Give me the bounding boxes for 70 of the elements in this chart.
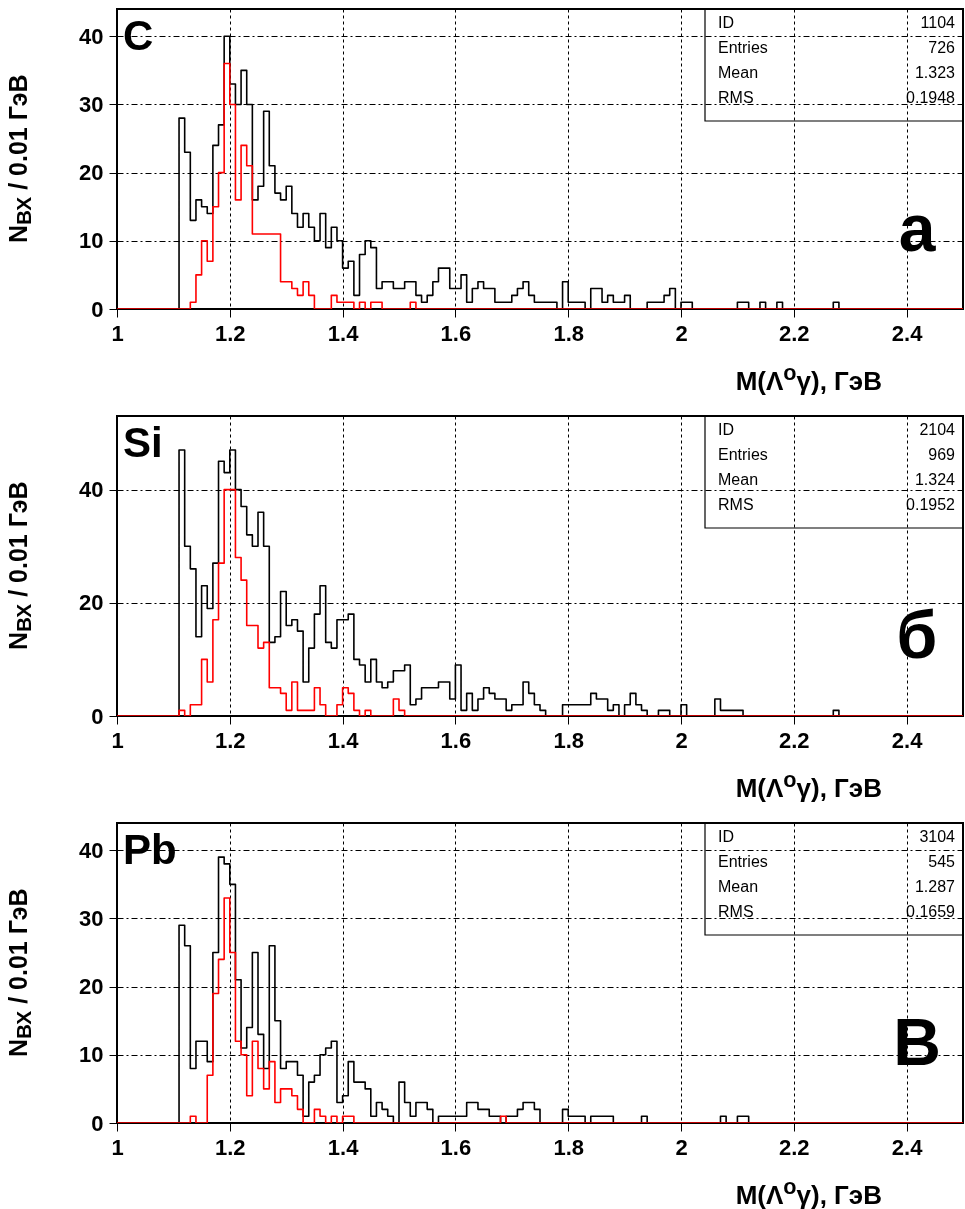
annotation: 3104: [919, 828, 956, 845]
x-axis-title: M(Λ$^{o}$γ), ГэВ: [735, 360, 882, 397]
y-tick-label: 10: [79, 228, 104, 254]
annotation: Mean: [718, 471, 759, 488]
annotation: C: [123, 12, 154, 59]
x-tick-label: 1.8: [553, 1134, 584, 1160]
annotation: 1.324: [914, 471, 956, 488]
annotation: ID: [718, 14, 734, 31]
x-tick-label: 1.2: [215, 1134, 246, 1160]
annotation: 1.287: [914, 878, 956, 895]
annotation: Si: [123, 419, 163, 466]
annotation: RMS: [718, 903, 754, 920]
x-tick-label: 1.2: [215, 727, 246, 753]
annotation: 1104: [920, 14, 956, 31]
x-tick-label: 2.4: [891, 727, 924, 753]
x-tick-label: 2.2: [779, 320, 810, 346]
annotation: 1.323: [914, 64, 956, 81]
annotation: RMS: [718, 89, 754, 106]
annotation: RMS: [718, 496, 754, 513]
annotation: Mean: [718, 878, 759, 895]
annotation: 545: [928, 853, 956, 870]
annotation: 2104: [919, 421, 956, 438]
annotation: Pb: [123, 826, 177, 873]
annotation: а: [898, 191, 937, 265]
y-tick-label: 20: [79, 974, 104, 1000]
y-tick-label: 30: [79, 905, 104, 931]
x-tick-label: 1.6: [440, 727, 472, 753]
annotation: Entries: [718, 39, 768, 56]
annotation: Entries: [718, 853, 768, 870]
annotation: 0.1952: [906, 496, 956, 513]
y-tick-label: 0: [91, 703, 104, 729]
annotation: В: [893, 1005, 941, 1079]
x-axis-title: M(Λ$^{o}$γ), ГэВ: [735, 767, 882, 804]
y-tick-label: 40: [79, 23, 104, 49]
y-tick-label: 40: [79, 477, 104, 503]
x-tick-label: 1: [111, 320, 124, 346]
x-tick-label: 2.4: [891, 320, 924, 346]
annotation: ID: [718, 828, 734, 845]
x-tick-label: 2: [675, 727, 688, 753]
x-tick-label: 1: [111, 1134, 124, 1160]
annotation: 0.1948: [906, 89, 956, 106]
annotation: 726: [928, 39, 956, 56]
y-tick-label: 20: [79, 160, 104, 186]
x-tick-label: 1.8: [553, 727, 584, 753]
annotation: Entries: [718, 446, 768, 463]
y-tick-label: 0: [91, 1110, 104, 1136]
annotation: Mean: [718, 64, 759, 81]
y-tick-label: 0: [91, 296, 104, 322]
x-tick-label: 1.6: [440, 1134, 472, 1160]
y-tick-label: 40: [79, 837, 104, 863]
x-tick-label: 2.2: [779, 727, 810, 753]
annotation: б: [896, 598, 938, 672]
x-tick-label: 2.2: [779, 1134, 810, 1160]
x-tick-label: 1.8: [553, 320, 584, 346]
x-tick-label: 2: [675, 320, 688, 346]
x-tick-label: 1.4: [327, 727, 360, 753]
x-tick-label: 1.4: [327, 1134, 360, 1160]
y-tick-label: 10: [79, 1042, 104, 1068]
x-tick-label: 1.6: [440, 320, 472, 346]
x-tick-label: 1.2: [215, 320, 246, 346]
x-axis-title: M(Λ$^{o}$γ), ГэВ: [735, 1174, 882, 1209]
y-tick-label: 30: [79, 91, 104, 117]
y-tick-label: 20: [79, 590, 104, 616]
annotation: ID: [718, 421, 734, 438]
x-tick-label: 1: [111, 727, 124, 753]
x-tick-label: 2: [675, 1134, 688, 1160]
x-tick-label: 2.4: [891, 1134, 924, 1160]
x-tick-label: 1.4: [327, 320, 360, 346]
annotation: 969: [928, 446, 956, 463]
annotation: 0.1659: [906, 903, 956, 920]
